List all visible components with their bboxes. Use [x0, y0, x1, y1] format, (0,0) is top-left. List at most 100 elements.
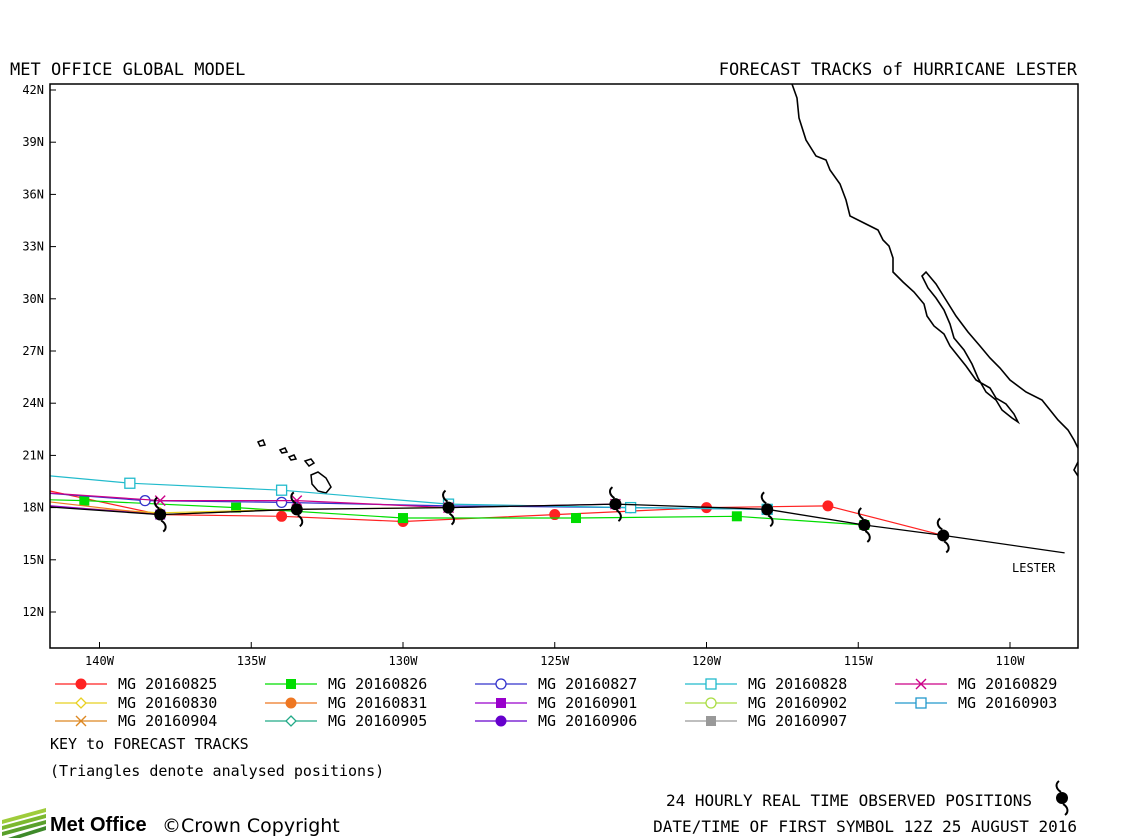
legend-marker [75, 715, 87, 727]
track-point [822, 500, 834, 512]
track-mg-20160831 [50, 501, 303, 521]
map-border [49, 83, 1079, 649]
track-point [570, 513, 581, 524]
legend-marker [915, 678, 927, 690]
first-symbol-datetime: DATE/TIME OF FIRST SYMBOL 12Z 25 AUGUST … [653, 817, 1077, 836]
track-line [0, 262, 8, 504]
track-point [549, 509, 561, 521]
observed-positions-caption: 24 HOURLY REAL TIME OBSERVED POSITIONS [666, 791, 1032, 810]
lat-tick-label: 12N [22, 605, 44, 619]
track-mg-20160828 [50, 475, 773, 515]
track-point [276, 510, 288, 522]
kauai-island [256, 439, 267, 447]
track-point [124, 477, 136, 489]
legend-entry: MG 20160904 [55, 712, 217, 730]
coastline [791, 84, 1078, 477]
legend-marker [495, 715, 507, 727]
track-point [275, 484, 288, 496]
legend-entry: MG 20160826 [265, 675, 427, 693]
lat-tick-label: 15N [22, 553, 44, 567]
observed-track [2, 486, 1065, 554]
lat-tick-label: 33N [22, 240, 44, 254]
mexico-coastline-south [1073, 461, 1078, 477]
hurricane-symbol [290, 491, 304, 528]
lon-tick-label: 130W [389, 654, 419, 668]
observed-track-line [50, 503, 1065, 554]
oahu-island [278, 447, 289, 454]
hurricane-symbol [2, 487, 14, 521]
hurricane-symbol [609, 486, 622, 522]
track-mg-20160827 [3, 485, 773, 515]
hawaii-big-island [310, 471, 332, 494]
track-point [275, 496, 288, 509]
lat-tick-label: 39N [22, 135, 44, 149]
legend-label: MG 20160901 [538, 694, 637, 712]
lon-tick-label: 125W [540, 654, 570, 668]
molokai-island [287, 454, 298, 461]
lat-tick-label: 36N [22, 187, 44, 201]
legend-marker [286, 679, 296, 689]
track-mg-20160902 [0, 257, 13, 509]
header-title-left: MET OFFICE GLOBAL MODEL [10, 60, 245, 80]
legend-label: MG 20160906 [538, 712, 637, 730]
legend-label: MG 20160829 [958, 675, 1057, 693]
legend-marker [75, 697, 87, 709]
lon-tick-label: 110W [996, 654, 1026, 668]
track-line [50, 492, 616, 509]
legend-label: MG 20160830 [118, 694, 217, 712]
latitude-axis: 42N 39N 36N 33N 30N 27N 24N 21N 18N 15N 12N [22, 83, 56, 619]
legend: MG 20160825 MG 20160826 MG 20160827 MG 2016… [55, 675, 1057, 730]
legend-marker [705, 678, 717, 690]
legend-label: MG 20160828 [748, 675, 847, 693]
hawaiian-islands [256, 439, 332, 494]
lat-tick-label: 21N [22, 448, 44, 462]
legend-marker [706, 716, 716, 726]
lat-tick-label: 42N [22, 83, 44, 97]
lat-tick-label: 24N [22, 396, 44, 410]
lon-tick-label: 135W [237, 654, 267, 668]
legend-label: MG 20160831 [328, 694, 427, 712]
legend-entry: MG 20160901 [475, 694, 637, 712]
hurricane-symbol [442, 489, 455, 526]
lon-tick-label: 115W [844, 654, 874, 668]
hurricane-symbol [760, 491, 774, 528]
track-point [3, 499, 13, 509]
legend-entry: MG 20160903 [895, 694, 1057, 712]
key-title: KEY to FORECAST TRACKS [50, 735, 249, 753]
track-line [50, 505, 449, 514]
hurricane-symbol [857, 507, 871, 543]
track-point [79, 495, 90, 506]
hurricane-symbol [153, 496, 167, 533]
legend-entry: MG 20160902 [685, 694, 847, 712]
met-office-stripes-icon [2, 808, 46, 838]
legend-entry: MG 20160829 [895, 675, 1057, 693]
legend-marker [705, 697, 717, 709]
track-line [50, 499, 865, 526]
track-line [50, 475, 768, 510]
legend-marker [915, 697, 927, 709]
track-point [25, 482, 35, 492]
forecast-tracks [0, 257, 949, 541]
legend-marker [285, 715, 297, 727]
track-line [50, 490, 944, 536]
legend-label: MG 20160827 [538, 675, 637, 693]
key-note: (Triangles denote analysed positions) [50, 762, 384, 780]
track-point [291, 495, 303, 507]
met-office-logo: Met Office [2, 808, 147, 838]
legend-label: MG 20160826 [328, 675, 427, 693]
track-point [3, 497, 13, 507]
lat-tick-label: 18N [22, 501, 44, 515]
legend-entry: MG 20160831 [265, 694, 427, 712]
legend-label: MG 20160902 [748, 694, 847, 712]
legend-entry: MG 20160907 [685, 712, 847, 730]
legend-entry: MG 20160825 [55, 675, 217, 693]
legend-entry: MG 20160827 [475, 675, 637, 693]
track-line [50, 501, 297, 516]
legend-entry: MG 20160830 [55, 694, 217, 712]
legend-label: MG 20160905 [328, 712, 427, 730]
track-point [3, 485, 13, 495]
track-point [3, 485, 13, 495]
copyright-text: ©Crown Copyright [162, 815, 340, 837]
legend-marker [495, 678, 507, 690]
